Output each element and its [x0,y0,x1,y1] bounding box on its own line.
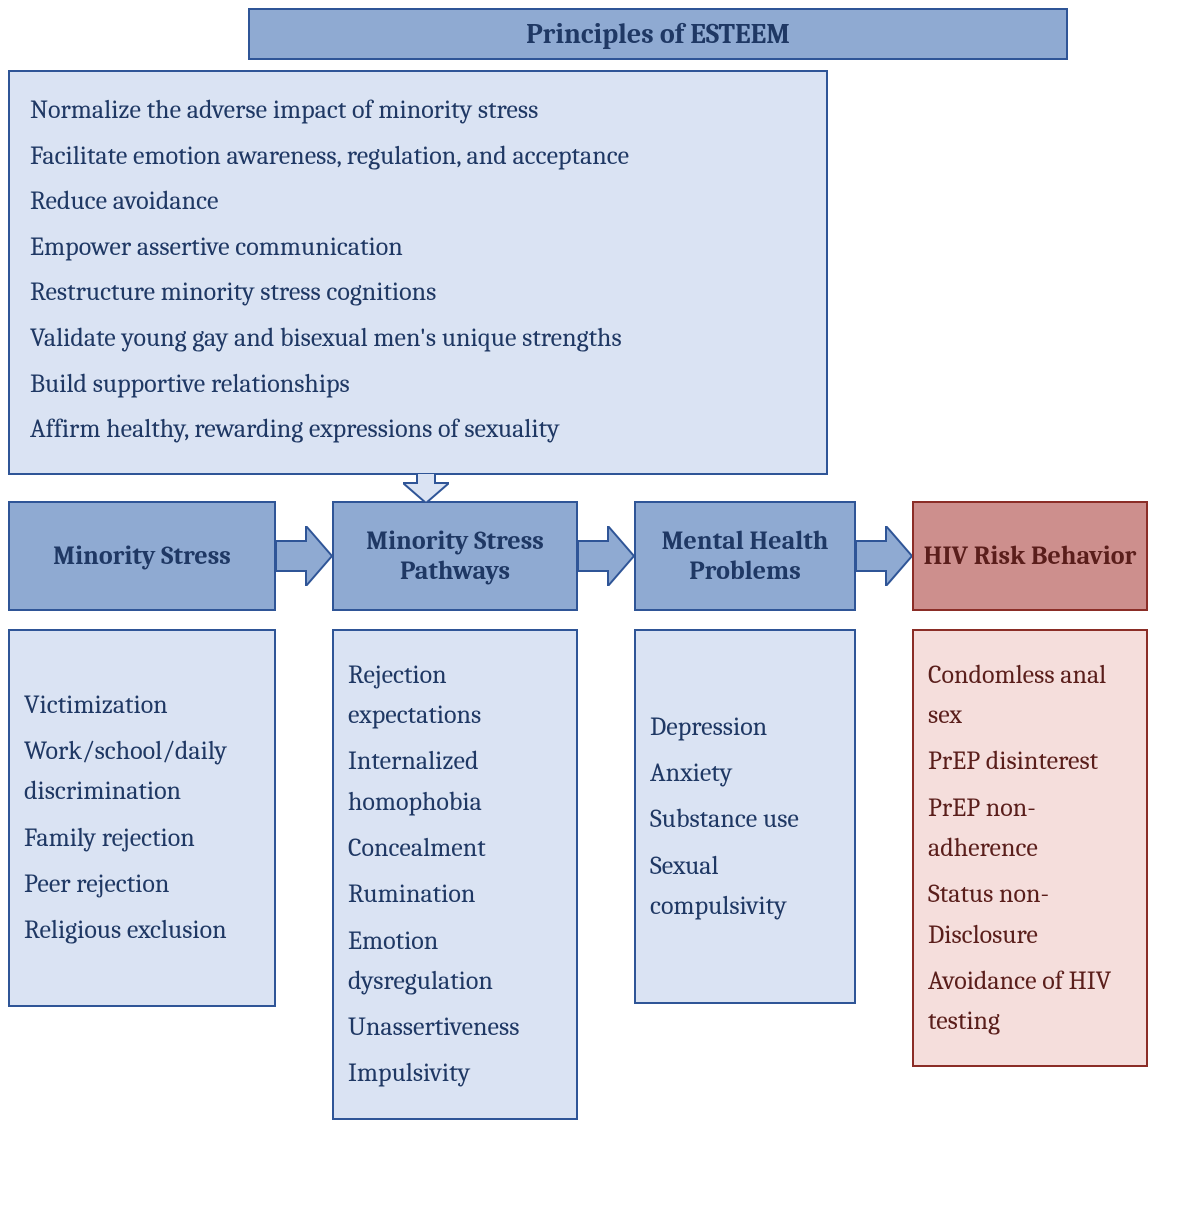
down-arrow-row [8,475,1175,499]
list-item: Rumination [348,874,562,914]
principle-item: Build supportive relationships [30,364,806,406]
principle-item: Reduce avoidance [30,181,806,223]
list-item: PrEP disinterest [928,741,1132,781]
list-item: Concealment [348,828,562,868]
principle-item: Facilitate emotion awareness, regulation… [30,136,806,178]
flow-list: Victimization Work/school/daily discrimi… [8,629,276,1007]
principle-item: Validate young gay and bisexual men's un… [30,318,806,360]
flow-col-hiv-risk: HIV Risk Behavior Condomless anal sex Pr… [912,501,1148,1120]
principles-box: Normalize the adverse impact of minority… [8,70,828,475]
flow-list: Condomless anal sex PrEP disinterest PrE… [912,629,1148,1068]
diagram-root: Principles of ESTEEM Normalize the adver… [8,8,1175,1120]
list-item: Condomless anal sex [928,655,1132,736]
right-arrow-icon [856,526,912,586]
list-item: Emotion dysregulation [348,921,562,1002]
list-item: Impulsivity [348,1053,562,1093]
list-item: Anxiety [650,753,840,793]
right-arrow-icon [578,526,634,586]
list-item: Sexual compulsivity [650,846,840,927]
list-item: PrEP non-adherence [928,788,1132,869]
flow-row: Minority Stress Victimization Work/schoo… [8,501,1175,1120]
list-item: Substance use [650,799,840,839]
right-arrow-icon [276,526,332,586]
arrow-cell [578,501,634,611]
list-item: Depression [650,707,840,747]
flow-list: Depression Anxiety Substance use Sexual … [634,629,856,1004]
flow-header: Minority Stress Pathways [332,501,578,611]
flow-header: Minority Stress [8,501,276,611]
list-item: Unassertiveness [348,1007,562,1047]
principle-item: Affirm healthy, rewarding expressions of… [30,409,806,451]
list-item: Rejection expectations [348,655,562,736]
principle-item: Normalize the adverse impact of minority… [30,90,806,132]
list-item: Peer rejection [24,864,260,904]
flow-col-minority-stress: Minority Stress Victimization Work/schoo… [8,501,276,1120]
arrow-cell [276,501,332,611]
list-item: Work/school/daily discrimination [24,731,260,812]
list-item: Avoidance of HIV testing [928,961,1132,1042]
list-item: Status non-Disclosure [928,874,1132,955]
principle-item: Empower assertive communication [30,227,806,269]
flow-header: Mental Health Problems [634,501,856,611]
flow-header: HIV Risk Behavior [912,501,1148,611]
flow-col-pathways: Minority Stress Pathways Rejection expec… [332,501,578,1120]
list-item: Religious exclusion [24,910,260,950]
down-arrow-icon [403,473,449,503]
principle-item: Restructure minority stress cognitions [30,272,806,314]
flow-col-mental-health: Mental Health Problems Depression Anxiet… [634,501,856,1120]
list-item: Internalized homophobia [348,741,562,822]
arrow-cell [856,501,912,611]
list-item: Victimization [24,685,260,725]
flow-list: Rejection expectations Internalized homo… [332,629,578,1120]
list-item: Family rejection [24,818,260,858]
title-bar: Principles of ESTEEM [248,8,1068,60]
